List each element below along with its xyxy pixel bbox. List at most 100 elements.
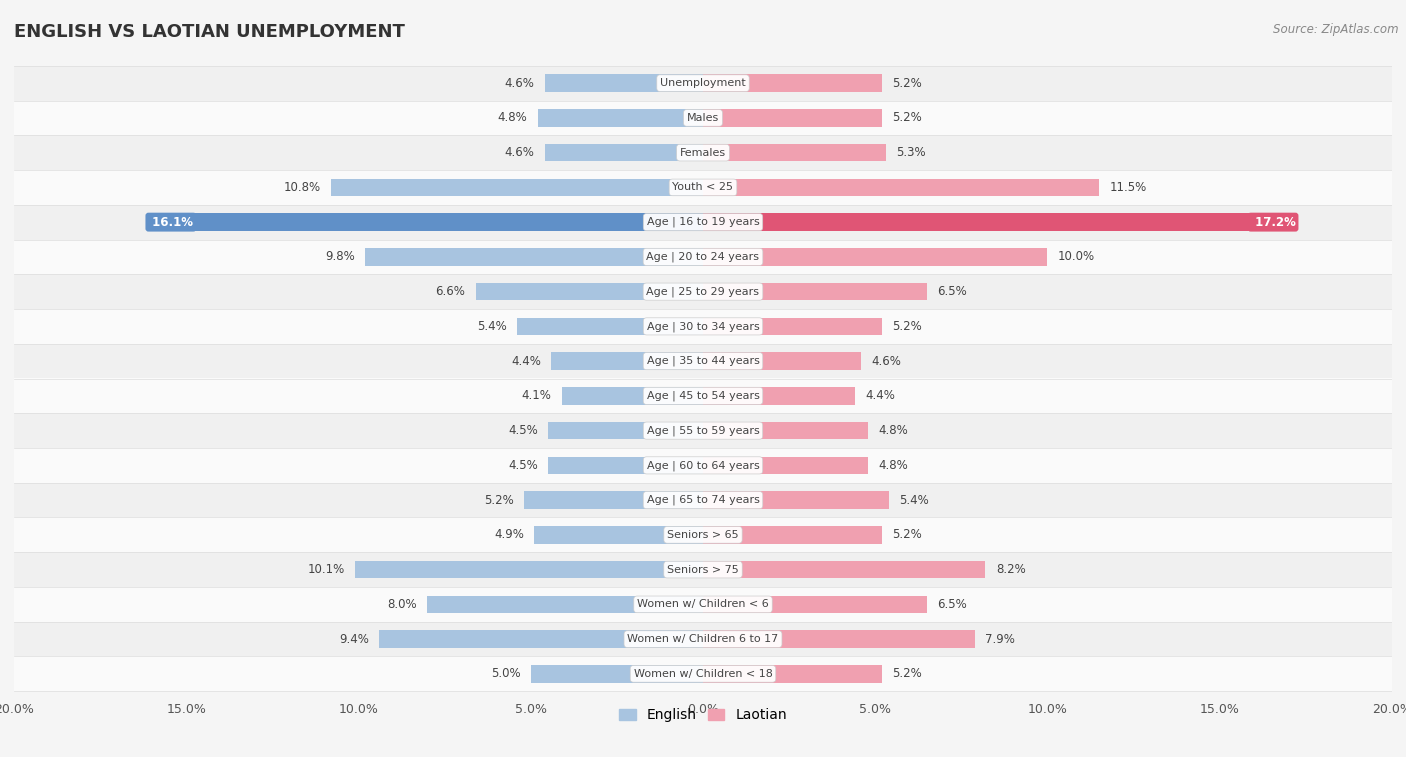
Text: 16.1%: 16.1% [149,216,194,229]
Text: Age | 35 to 44 years: Age | 35 to 44 years [647,356,759,366]
Bar [14,656,1392,691]
Bar [562,387,703,404]
Text: 6.6%: 6.6% [436,285,465,298]
Text: 10.8%: 10.8% [284,181,321,194]
Text: 4.6%: 4.6% [505,146,534,159]
Bar [703,387,855,404]
Text: Females: Females [681,148,725,157]
Bar [703,179,1099,196]
Bar [548,456,703,474]
Bar [427,596,703,613]
Text: 9.4%: 9.4% [339,633,368,646]
Bar [149,213,703,231]
Text: 6.5%: 6.5% [938,598,967,611]
Text: Age | 30 to 34 years: Age | 30 to 34 years [647,321,759,332]
Bar [531,665,703,683]
Text: 17.2%: 17.2% [1250,216,1295,229]
Text: 4.8%: 4.8% [879,424,908,437]
Bar [14,413,1392,448]
Text: 5.0%: 5.0% [491,668,520,681]
Bar [703,283,927,301]
Text: 4.6%: 4.6% [505,76,534,89]
Text: 4.4%: 4.4% [512,354,541,368]
Bar [14,274,1392,309]
Bar [703,665,882,683]
Text: 6.5%: 6.5% [938,285,967,298]
Text: Women w/ Children 6 to 17: Women w/ Children 6 to 17 [627,634,779,644]
Text: Age | 20 to 24 years: Age | 20 to 24 years [647,251,759,262]
Bar [475,283,703,301]
Bar [534,526,703,544]
Bar [14,204,1392,239]
Text: 4.9%: 4.9% [494,528,524,541]
Bar [703,596,927,613]
Text: 5.4%: 5.4% [900,494,929,506]
Bar [551,353,703,370]
Text: 4.4%: 4.4% [865,389,894,403]
Text: 5.2%: 5.2% [893,320,922,333]
Text: 5.4%: 5.4% [477,320,506,333]
Bar [703,491,889,509]
Bar [703,561,986,578]
Text: Seniors > 75: Seniors > 75 [666,565,740,575]
Text: Seniors > 65: Seniors > 65 [668,530,738,540]
Text: Age | 45 to 54 years: Age | 45 to 54 years [647,391,759,401]
Bar [14,621,1392,656]
Text: Age | 55 to 59 years: Age | 55 to 59 years [647,425,759,436]
Text: ENGLISH VS LAOTIAN UNEMPLOYMENT: ENGLISH VS LAOTIAN UNEMPLOYMENT [14,23,405,41]
Bar [517,318,703,335]
Bar [703,213,1295,231]
Text: 10.0%: 10.0% [1057,251,1095,263]
Text: Youth < 25: Youth < 25 [672,182,734,192]
Text: Women w/ Children < 18: Women w/ Children < 18 [634,669,772,679]
Text: Age | 16 to 19 years: Age | 16 to 19 years [647,217,759,227]
Bar [356,561,703,578]
Bar [524,491,703,509]
Text: 8.2%: 8.2% [995,563,1025,576]
Text: 5.3%: 5.3% [896,146,925,159]
Text: 5.2%: 5.2% [893,111,922,124]
Bar [703,318,882,335]
Bar [14,553,1392,587]
Bar [14,587,1392,621]
Text: 5.2%: 5.2% [893,668,922,681]
Bar [366,248,703,266]
Text: Women w/ Children < 6: Women w/ Children < 6 [637,600,769,609]
Text: 4.5%: 4.5% [508,424,537,437]
Text: Age | 65 to 74 years: Age | 65 to 74 years [647,495,759,506]
Text: Males: Males [688,113,718,123]
Bar [548,422,703,439]
Text: Source: ZipAtlas.com: Source: ZipAtlas.com [1274,23,1399,36]
Bar [14,136,1392,170]
Text: 4.5%: 4.5% [508,459,537,472]
Bar [14,518,1392,553]
Text: 10.1%: 10.1% [308,563,344,576]
Bar [703,353,862,370]
Text: 4.1%: 4.1% [522,389,551,403]
Bar [14,170,1392,204]
Text: Age | 60 to 64 years: Age | 60 to 64 years [647,460,759,471]
Text: Unemployment: Unemployment [661,78,745,88]
Bar [380,631,703,648]
Bar [14,483,1392,518]
Legend: English, Laotian: English, Laotian [613,702,793,727]
Bar [537,109,703,126]
Text: 5.2%: 5.2% [893,528,922,541]
Bar [14,101,1392,136]
Bar [14,378,1392,413]
Bar [14,239,1392,274]
Bar [544,74,703,92]
Bar [14,66,1392,101]
Bar [14,448,1392,483]
Bar [703,456,869,474]
Text: 7.9%: 7.9% [986,633,1015,646]
Text: 5.2%: 5.2% [893,76,922,89]
Bar [703,422,869,439]
Bar [330,179,703,196]
Text: 4.8%: 4.8% [879,459,908,472]
Text: 4.8%: 4.8% [498,111,527,124]
Text: Age | 25 to 29 years: Age | 25 to 29 years [647,286,759,297]
Bar [14,344,1392,378]
Bar [703,631,976,648]
Text: 9.8%: 9.8% [325,251,356,263]
